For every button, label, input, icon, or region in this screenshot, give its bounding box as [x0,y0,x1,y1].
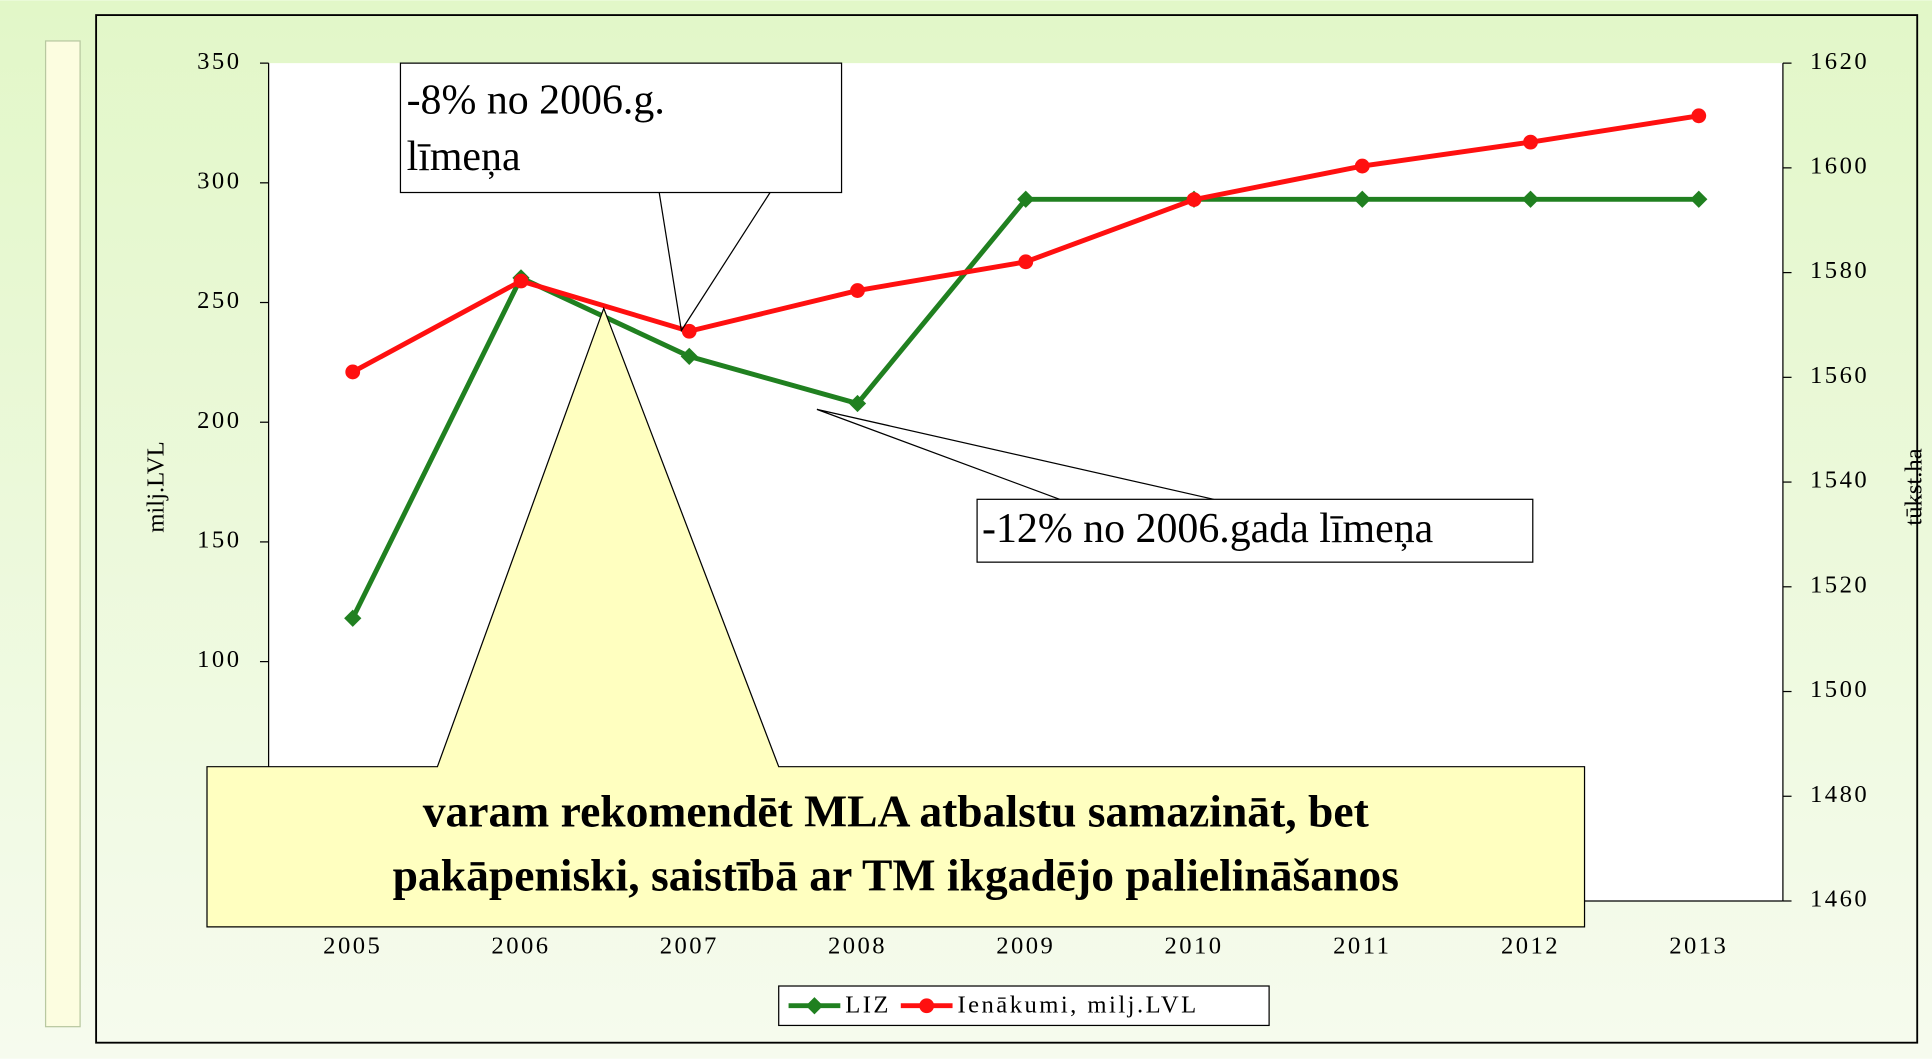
y-tick-label: 300 [197,167,241,194]
legend-box [778,985,1270,1027]
x-tick-label: 2009 [996,932,1055,959]
y-tick-label: 350 [197,48,241,75]
legend-label: Ienākumi, milj.LVL [957,992,1198,1019]
x-tick-label: 2011 [1333,932,1391,959]
y2-tick-label: 1560 [1810,362,1869,389]
diamond-marker [1521,190,1540,208]
y2-tick-label: 1500 [1810,676,1869,703]
x-tick-label: 2008 [828,932,887,959]
y-tick-label: 250 [197,287,241,314]
callout-text: varam rekomendēt MLA atbalstu samazināt,… [423,785,1369,836]
legend-marker [805,997,824,1015]
circle-marker [345,364,361,380]
y2-tick-label: 1520 [1810,571,1869,598]
callout-text: pakāpeniski, saistībā ar TM ikgadējo pal… [393,849,1399,900]
x-tick-label: 2007 [660,932,719,959]
diamond-marker [1690,190,1708,208]
annotation-text: līmeņa [407,134,521,180]
y-tick-label: 100 [197,646,241,673]
y2-axis-label: tūkst.ha [1901,448,1928,525]
y2-tick-label: 1480 [1810,781,1869,808]
x-tick-label: 2005 [323,932,382,959]
side-strip [44,40,81,1028]
annotation-pointer [816,408,1214,500]
y2-tick-label: 1580 [1810,257,1869,284]
annotation-text: -12% no 2006.gada līmeņa [982,506,1434,552]
circle-marker [1691,108,1707,124]
annotation-box [976,498,1534,563]
callout [206,306,1586,928]
x-tick-label: 2010 [1164,932,1223,959]
x-tick-label: 2013 [1669,932,1728,959]
circle-marker [513,273,529,289]
circle-marker [1018,254,1034,270]
legend-marker [919,998,935,1014]
annotation-pointer [658,192,771,333]
y-tick-label: 150 [197,527,241,554]
circle-marker [1523,134,1538,150]
x-tick-label: 2012 [1501,932,1560,959]
y2-tick-label: 1620 [1810,48,1869,75]
diamond-marker [848,394,867,413]
y2-tick-label: 1540 [1810,467,1869,494]
diamond-marker [344,609,362,627]
x-tick-label: 2006 [491,932,550,959]
legend-label: LIZ [845,992,891,1019]
circle-marker [681,323,697,339]
annotation-box [399,62,843,194]
y-tick-label: 200 [197,407,241,434]
diamond-marker [1353,190,1371,208]
diamond-marker [680,347,698,366]
circle-marker [1354,158,1370,174]
annotation-text: -8% no 2006.g. [407,77,665,123]
y2-tick-label: 1600 [1810,153,1869,180]
circle-marker [1186,192,1202,207]
diamond-marker [1017,190,1035,208]
y-axis-label: milj.LVL [142,441,169,532]
y2-tick-label: 1460 [1810,886,1869,913]
chart-frame [95,14,1919,1044]
circle-marker [850,283,865,298]
